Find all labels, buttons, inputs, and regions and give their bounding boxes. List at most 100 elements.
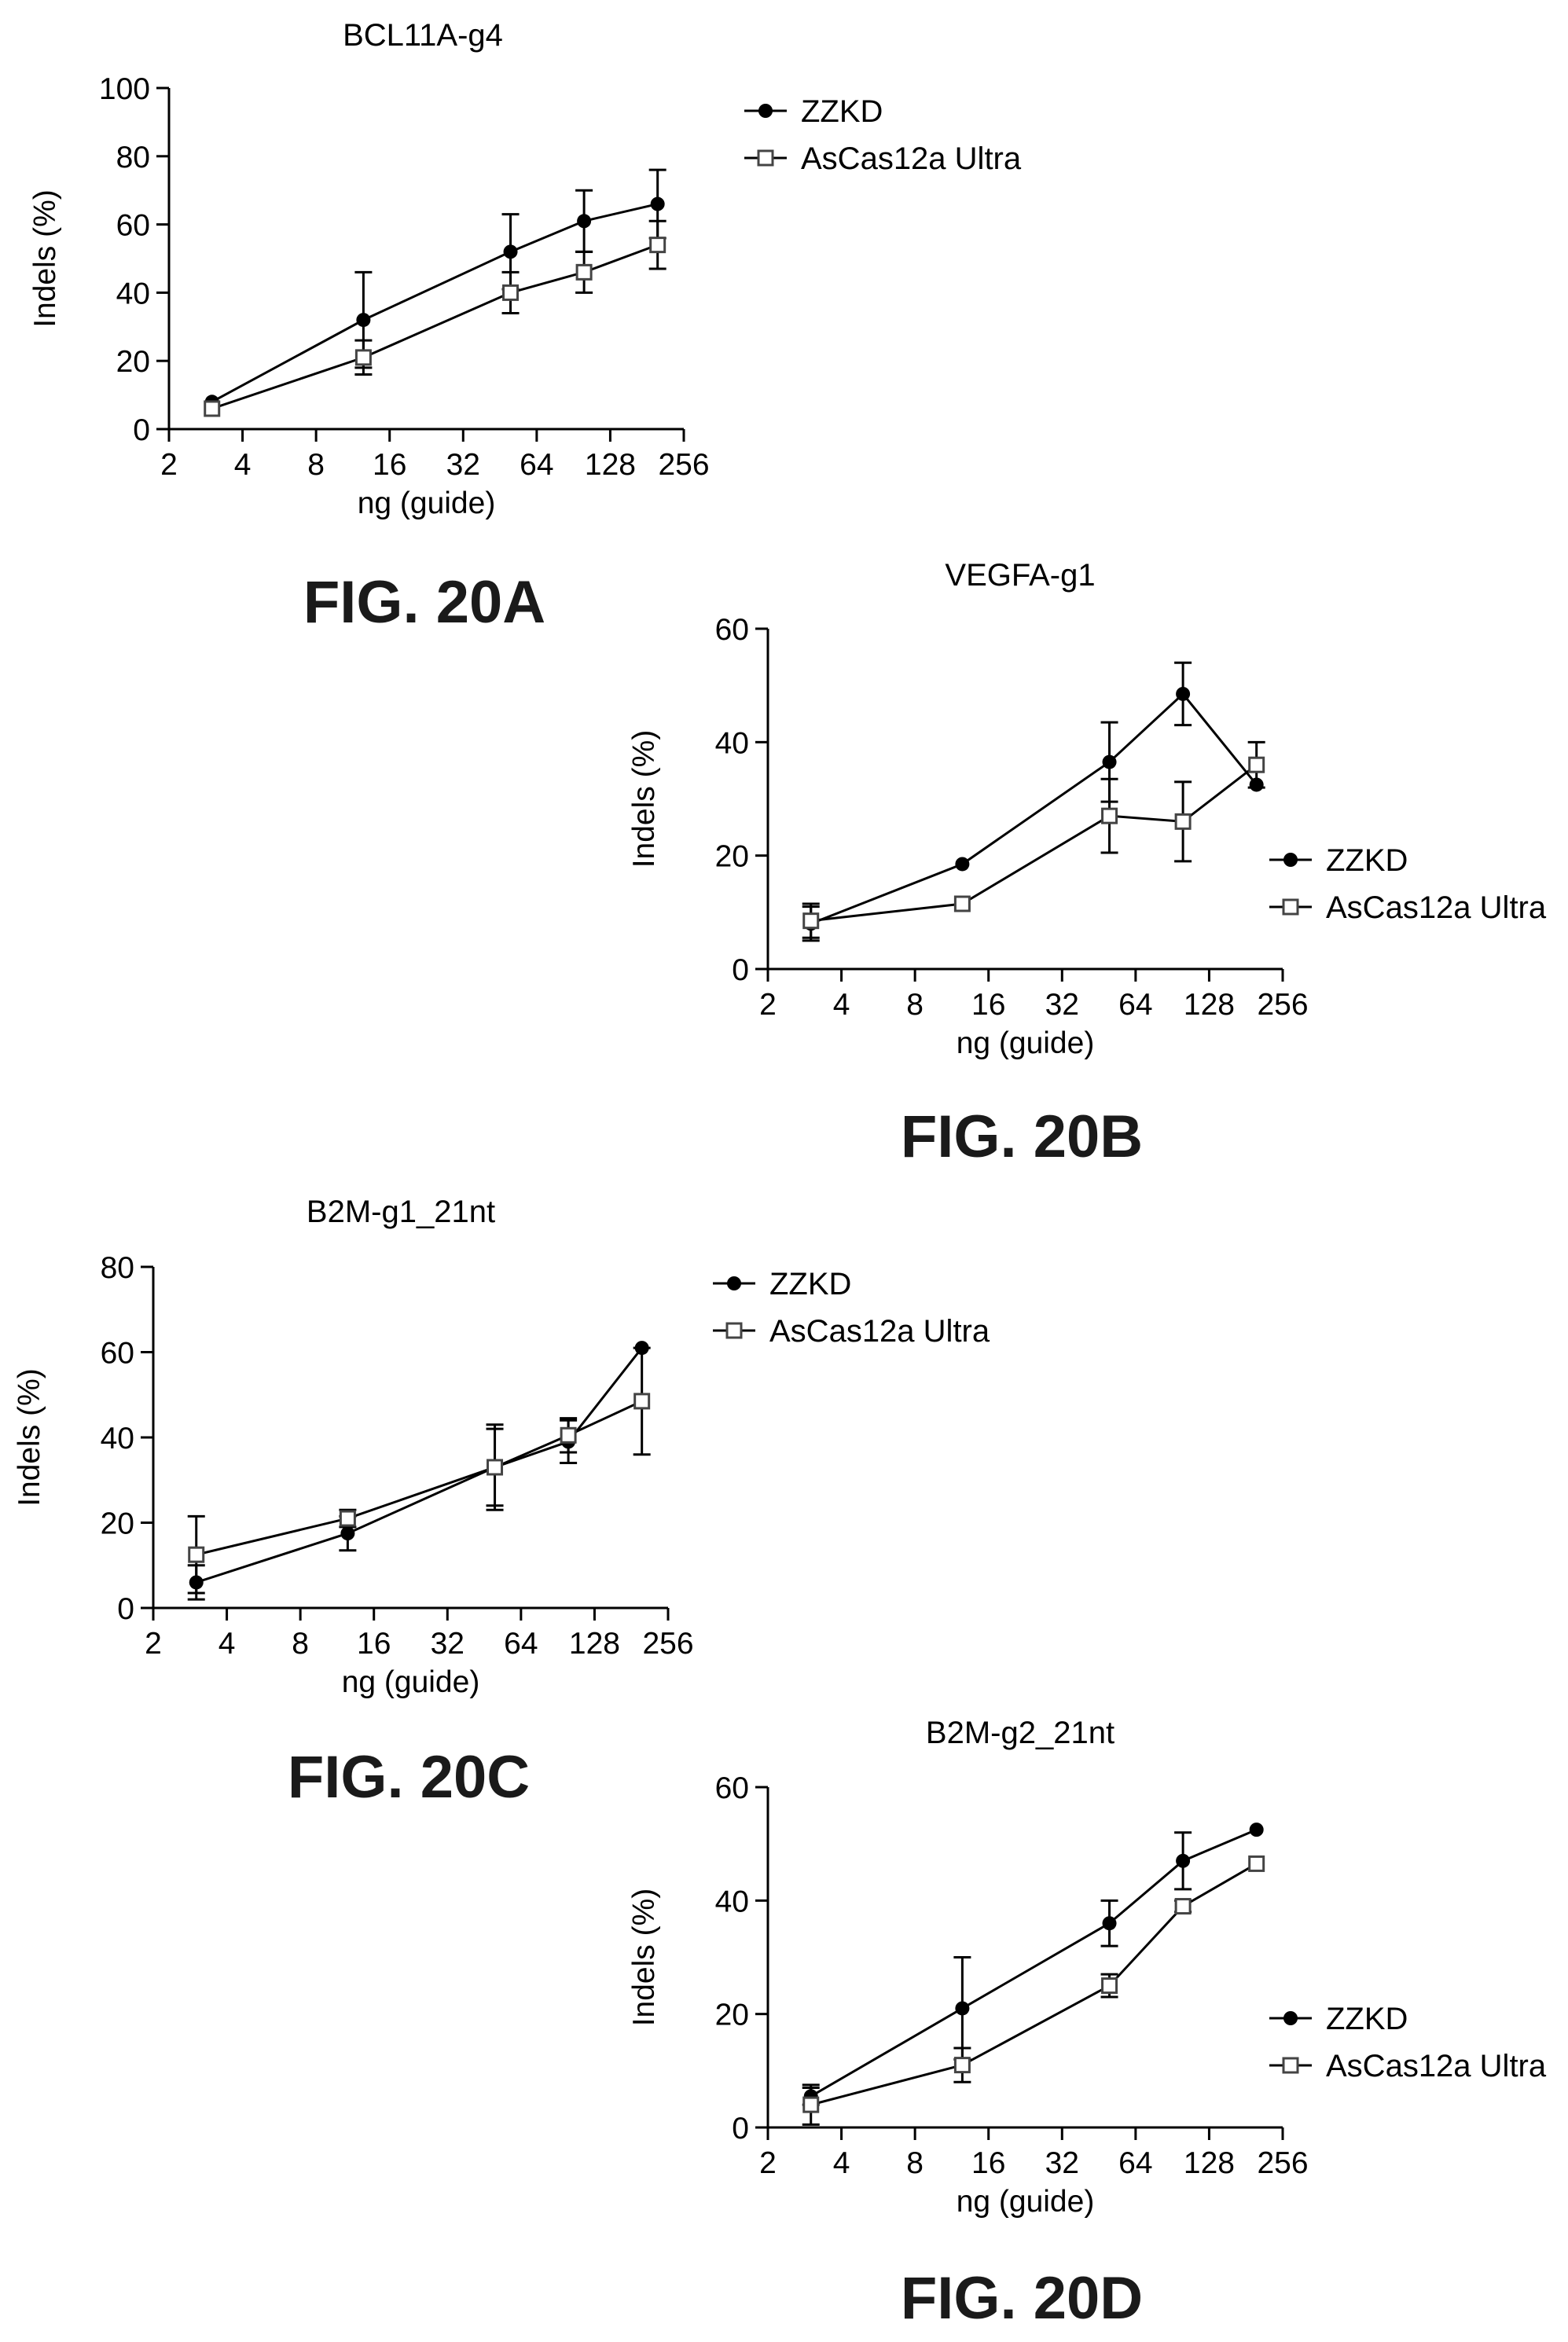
y-tick-label: 20 [715,840,749,874]
data-point [356,313,371,328]
figure-label: FIG. 20D [901,2265,1143,2332]
x-tick-label: 16 [373,448,406,482]
series-zzkd [802,1823,1264,2106]
y-tick-label: 40 [715,1885,749,1918]
data-point [503,244,518,259]
y-axis-label: Indels (%) [627,730,661,868]
y-tick-label: 80 [101,1251,134,1285]
x-tick-label: 128 [569,1627,620,1661]
data-point [649,237,666,254]
x-tick-label: 16 [971,2146,1005,2180]
chart-panel-2: VEGFA-g1 0 20 40 60 2 4 8 16 32 64 128 256 ng (guide)… [627,558,1547,1170]
legend-label: ZZKD [769,1267,851,1301]
x-tick-label: 256 [1257,2146,1308,2180]
x-tick-label: 2 [759,2146,777,2180]
legend-marker-circle [727,1276,741,1290]
x-tick-label: 8 [906,2146,924,2180]
data-point [802,2096,820,2113]
y-tick-label: 20 [715,1999,749,2032]
y-tick-label: 20 [116,345,150,379]
series-zzkd [204,168,666,409]
legend-label: AsCas12a Ultra [1326,2049,1547,2083]
y-tick-label: 20 [101,1507,134,1541]
x-tick-label: 8 [292,1627,309,1661]
y-tick-label: 60 [715,1771,749,1805]
data-point [1176,1853,1191,1868]
figure-label: FIG. 20C [288,1744,530,1811]
series-line [196,1400,643,1556]
legend-label: AsCas12a Ultra [1326,890,1547,925]
x-axis-label: ng (guide) [342,1665,480,1699]
data-point [1101,1977,1118,1995]
chart-title: BCL11A-g4 [343,18,503,53]
series-ascas12a-ultra [204,219,666,417]
y-tick-label: 0 [133,413,150,447]
x-tick-label: 32 [1045,988,1079,1022]
y-tick-label: 40 [116,277,150,310]
data-point [1102,754,1117,769]
data-point [1248,756,1265,773]
series-ascas12a-ultra [802,1855,1265,2126]
y-tick-label: 0 [732,2112,749,2146]
data-point [953,895,971,912]
x-tick-label: 16 [357,1627,391,1661]
x-axis-label: ng (guide) [957,2185,1095,2219]
x-tick-label: 4 [234,448,252,482]
data-point [354,349,372,366]
x-tick-label: 2 [145,1627,162,1661]
y-tick-label: 60 [116,209,150,243]
chart-title: B2M-g1_21nt [307,1195,495,1229]
series-zzkd [187,1341,649,1601]
y-tick-label: 0 [117,1592,134,1626]
legend-marker-circle [1283,2011,1298,2025]
data-point [339,1510,356,1527]
x-axis-label: ng (guide) [358,486,496,520]
x-tick-label: 32 [431,1627,465,1661]
legend-label: ZZKD [1326,843,1408,878]
x-tick-label: 2 [160,448,178,482]
x-tick-label: 4 [833,2146,850,2180]
x-tick-label: 256 [1257,988,1308,1022]
data-point [204,400,221,417]
y-tick-label: 80 [116,141,150,174]
x-tick-label: 128 [585,448,636,482]
y-tick-label: 60 [715,613,749,647]
y-axis-label: Indels (%) [627,1889,661,2027]
legend-entry: AsCas12a Ultra [1269,890,1547,925]
x-tick-label: 64 [1118,2146,1152,2180]
x-tick-label: 32 [1045,2146,1079,2180]
y-axis-label: Indels (%) [28,189,62,328]
series-zzkd [802,661,1264,942]
figure-label: FIG. 20A [303,569,545,636]
x-tick-label: 4 [218,1627,236,1661]
legend-label: ZZKD [1326,2002,1408,2036]
legend-entry: ZZKD [1269,2002,1408,2036]
x-tick-label: 64 [520,448,553,482]
data-point [1102,1916,1117,1931]
legend-marker-square [725,1322,743,1339]
legend-marker-square [1282,898,1299,916]
legend-marker-square [1282,2057,1299,2074]
legend-marker-square [757,149,774,167]
legend-entry: AsCas12a Ultra [744,141,1022,176]
data-point [502,284,520,301]
data-point [650,196,665,211]
series-line [810,692,1258,925]
x-tick-label: 64 [504,1627,538,1661]
data-point [188,1546,205,1563]
legend-entry: AsCas12a Ultra [1269,2049,1547,2083]
x-tick-label: 256 [642,1627,693,1661]
data-point [575,263,593,281]
legend-label: AsCas12a Ultra [801,141,1022,176]
y-tick-label: 0 [732,953,749,987]
data-point [955,857,970,872]
x-tick-label: 2 [759,988,777,1022]
chart-title: B2M-g2_21nt [926,1716,1114,1750]
data-point [1248,1855,1265,1872]
series-line [196,1347,643,1584]
x-tick-label: 256 [658,448,709,482]
legend-entry: ZZKD [744,94,883,129]
legend-label: AsCas12a Ultra [769,1314,990,1349]
x-axis-label: ng (guide) [957,1026,1095,1060]
